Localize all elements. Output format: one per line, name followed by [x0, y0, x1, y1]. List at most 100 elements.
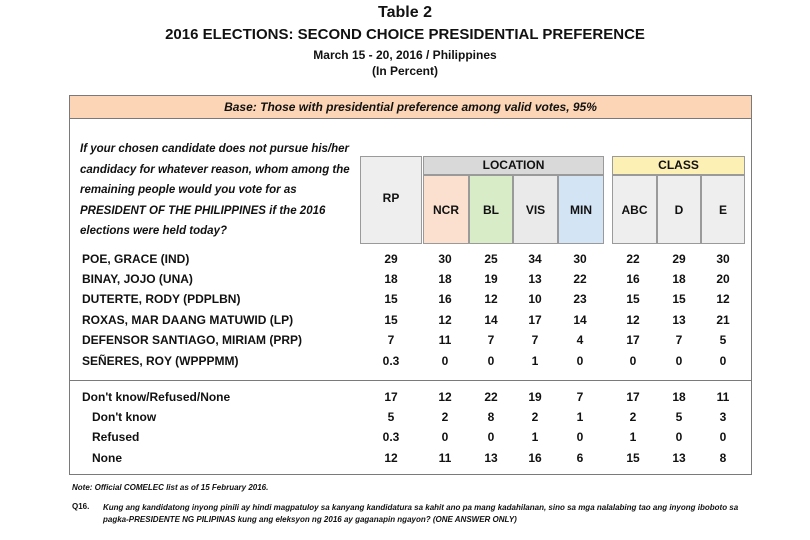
table-cell-abc: 17 — [626, 333, 640, 347]
row-label: DEFENSOR SANTIAGO, MIRIAM (PRP) — [82, 333, 303, 347]
bl-header-label: BL — [483, 203, 499, 217]
table-cell-e: 20 — [716, 272, 730, 286]
table-cell-min: 30 — [573, 252, 587, 266]
abc-header-label: ABC — [621, 203, 648, 217]
table-cell-bl: 0 — [487, 430, 495, 444]
table-cell-bl: 0 — [487, 354, 495, 368]
table-cell-rp: 12 — [384, 451, 398, 465]
table-cell-bl: 14 — [484, 313, 498, 327]
table-cell-e: 5 — [719, 333, 727, 347]
table-cell-d: 13 — [672, 451, 686, 465]
table-cell-e: 8 — [719, 451, 727, 465]
rp-header-label: RP — [382, 191, 400, 205]
table-cell-abc: 16 — [626, 272, 640, 286]
table-cell-abc: 15 — [626, 292, 640, 306]
table-cell-e: 0 — [719, 430, 727, 444]
table-cell-vis: 17 — [528, 313, 542, 327]
table-number: Table 2 — [378, 4, 432, 21]
table-cell-ncr: 12 — [438, 390, 452, 404]
table-cell-vis: 2 — [531, 410, 539, 424]
row-label: Refused — [92, 430, 140, 444]
location-header-label: LOCATION — [482, 158, 545, 172]
table-cell-ncr: 0 — [441, 430, 449, 444]
table-cell-ncr: 11 — [438, 333, 452, 347]
row-label: None — [92, 451, 122, 465]
d-column-header — [657, 175, 701, 244]
table-cell-bl: 22 — [484, 390, 498, 404]
table-cell-d: 7 — [675, 333, 683, 347]
vis-header-label: VIS — [525, 203, 546, 217]
table-cell-min: 6 — [576, 451, 584, 465]
table-cell-min: 1 — [576, 410, 584, 424]
table-cell-min: 0 — [576, 430, 584, 444]
ncr-header-label: NCR — [433, 203, 459, 217]
table-cell-bl: 12 — [484, 292, 498, 306]
row-label: ROXAS, MAR DAANG MATUWID (LP) — [82, 313, 294, 327]
table-cell-e: 12 — [716, 292, 730, 306]
table-cell-bl: 8 — [487, 410, 495, 424]
table-cell-abc: 12 — [626, 313, 640, 327]
min-header-label: MIN — [570, 203, 592, 217]
table-cell-bl: 13 — [484, 451, 498, 465]
table-cell-abc: 1 — [629, 430, 637, 444]
question-filipino: Kung ang kandidatong inyong pinili ay hi… — [103, 503, 739, 524]
table-cell-d: 29 — [672, 252, 686, 266]
question-number: Q16. — [72, 502, 90, 511]
bl-column-header — [469, 175, 513, 244]
d-header-label: D — [674, 203, 684, 217]
table-cell-min: 14 — [573, 313, 587, 327]
e-header-label: E — [718, 203, 727, 217]
date-place: March 15 - 20, 2016 / Philippines — [313, 48, 497, 62]
table-cell-ncr: 0 — [441, 354, 449, 368]
table-cell-vis: 16 — [528, 451, 542, 465]
table-cell-d: 0 — [675, 354, 683, 368]
row-label: Don't know — [92, 410, 157, 424]
table-cell-e: 30 — [716, 252, 730, 266]
table-cell-ncr: 16 — [438, 292, 452, 306]
table-cell-d: 5 — [675, 410, 683, 424]
table-cell-d: 0 — [675, 430, 683, 444]
table-cell-ncr: 18 — [438, 272, 452, 286]
table-cell-vis: 13 — [528, 272, 542, 286]
vis-column-header — [513, 175, 558, 244]
row-label: DUTERTE, RODY (PDPLBN) — [82, 292, 241, 306]
table-cell-rp: 7 — [387, 333, 395, 347]
rp-column-header — [360, 156, 422, 244]
table-cell-d: 18 — [672, 272, 686, 286]
table-cell-e: 21 — [716, 313, 730, 327]
table-cell-bl: 19 — [484, 272, 498, 286]
table-cell-abc: 17 — [626, 390, 640, 404]
row-label: BINAY, JOJO (UNA) — [82, 272, 193, 286]
unit-label: (In Percent) — [371, 64, 438, 78]
table-cell-e: 3 — [719, 410, 727, 424]
row-label: Don't know/Refused/None — [82, 390, 231, 404]
table-cell-vis: 19 — [528, 390, 542, 404]
table-cell-vis: 1 — [531, 354, 539, 368]
table-cell-vis: 1 — [531, 430, 539, 444]
table-cell-min: 23 — [573, 292, 587, 306]
table-cell-vis: 7 — [531, 333, 539, 347]
class-header-label: CLASS — [658, 158, 699, 172]
table-cell-abc: 0 — [629, 354, 637, 368]
e-column-header — [701, 175, 745, 244]
table-cell-ncr: 30 — [438, 252, 452, 266]
ncr-column-header — [423, 175, 469, 244]
question-text: If your chosen candidate does not pursue… — [80, 143, 350, 237]
row-label: POE, GRACE (IND) — [82, 252, 190, 266]
footnote: Note: Official COMELEC list as of 15 Feb… — [72, 483, 269, 492]
table-cell-min: 7 — [576, 390, 584, 404]
table-cell-rp: 0.3 — [382, 430, 400, 444]
abc-column-header — [612, 175, 657, 244]
table-cell-d: 18 — [672, 390, 686, 404]
table-cell-rp: 15 — [384, 313, 398, 327]
table-cell-vis: 10 — [528, 292, 542, 306]
section-divider — [69, 380, 752, 381]
base-band: Base: Those with presidential preference… — [70, 96, 751, 119]
table-cell-rp: 0.3 — [382, 354, 400, 368]
table-cell-min: 4 — [576, 333, 584, 347]
table-cell-rp: 5 — [387, 410, 395, 424]
table-cell-ncr: 2 — [441, 410, 449, 424]
table-cell-bl: 25 — [484, 252, 498, 266]
table-cell-rp: 18 — [384, 272, 398, 286]
table-cell-rp: 29 — [384, 252, 398, 266]
